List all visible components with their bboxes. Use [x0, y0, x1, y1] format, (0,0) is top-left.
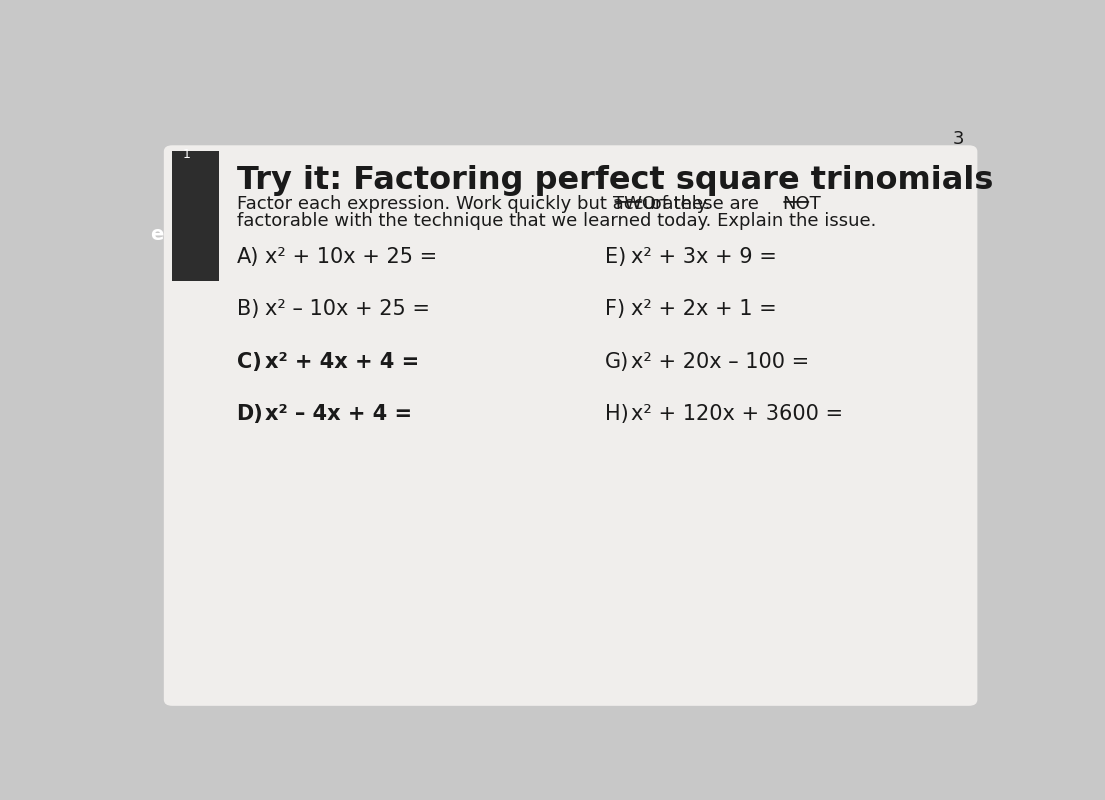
Text: e: e — [150, 225, 164, 244]
FancyBboxPatch shape — [164, 146, 978, 706]
Text: F): F) — [604, 299, 625, 319]
Text: 1: 1 — [183, 148, 191, 161]
Text: x² + 20x – 100 =: x² + 20x – 100 = — [631, 352, 809, 372]
Text: x² – 10x + 25 =: x² – 10x + 25 = — [265, 299, 430, 319]
Text: x² + 120x + 3600 =: x² + 120x + 3600 = — [631, 404, 843, 424]
Text: x² – 4x + 4 =: x² – 4x + 4 = — [265, 404, 412, 424]
Text: x² + 3x + 9 =: x² + 3x + 9 = — [631, 247, 777, 267]
Text: of these are: of these are — [645, 194, 765, 213]
Text: H): H) — [604, 404, 629, 424]
FancyBboxPatch shape — [172, 151, 220, 281]
Text: Factor each expression. Work quickly but accurately.: Factor each expression. Work quickly but… — [236, 194, 722, 213]
Text: D): D) — [236, 404, 263, 424]
Text: Try it: Factoring perfect square trinomials: Try it: Factoring perfect square trinomi… — [236, 165, 993, 196]
Text: x² + 4x + 4 =: x² + 4x + 4 = — [265, 352, 419, 372]
Text: x² + 2x + 1 =: x² + 2x + 1 = — [631, 299, 777, 319]
Text: x² + 10x + 25 =: x² + 10x + 25 = — [265, 247, 438, 267]
Text: B): B) — [236, 299, 259, 319]
Text: factorable with the technique that we learned today. Explain the issue.: factorable with the technique that we le… — [236, 212, 876, 230]
Text: A): A) — [236, 247, 259, 267]
Text: NOT: NOT — [782, 194, 821, 213]
Text: C): C) — [236, 352, 262, 372]
Text: TWO: TWO — [613, 194, 656, 213]
Text: 3: 3 — [953, 130, 965, 148]
Text: E): E) — [604, 247, 627, 267]
Text: G): G) — [604, 352, 629, 372]
